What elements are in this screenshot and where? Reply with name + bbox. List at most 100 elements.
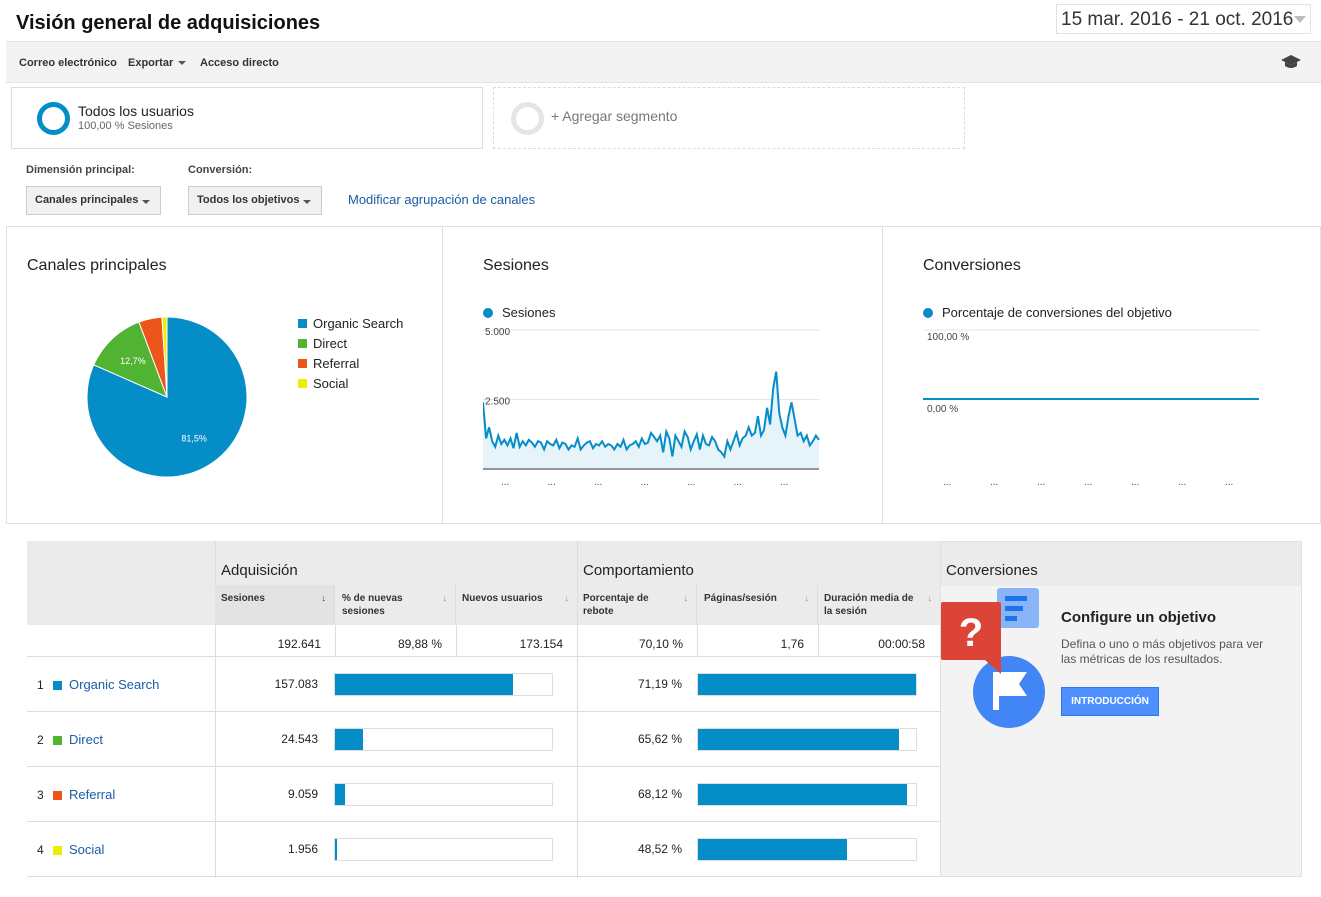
total-new-sessions: 89,88 %	[397, 637, 442, 651]
col-new-sessions[interactable]: % de nuevas sesiones ↓	[335, 585, 456, 625]
legend-label: Referral	[313, 356, 360, 371]
bounce-rate-bar	[697, 783, 917, 806]
chevron-down-icon	[303, 200, 311, 204]
email-button[interactable]: Correo electrónico	[19, 57, 117, 69]
legend-dot	[483, 308, 493, 318]
row-rank: 1	[37, 678, 44, 692]
channel-link[interactable]: Organic Search	[69, 677, 160, 692]
legend-dot	[923, 308, 933, 318]
sort-icon: ↓	[442, 593, 448, 603]
divider	[215, 541, 216, 878]
graduation-cap-icon[interactable]	[1281, 54, 1301, 70]
sort-desc-icon: ↓	[321, 593, 327, 603]
totals-row	[27, 625, 940, 657]
legend-label: Social	[313, 376, 349, 391]
bounce-rate-fill	[698, 839, 847, 860]
page-title: Visión general de adquisiciones	[16, 12, 321, 34]
conversions-header	[941, 542, 1301, 586]
col-pages-label: Páginas/sesión	[704, 593, 777, 604]
sessions-title: Sesiones	[483, 257, 549, 274]
sessions-area	[483, 371, 819, 469]
y-tick-label: 5.000	[485, 327, 510, 338]
col-new-users[interactable]: Nuevos usuarios ↓	[456, 585, 577, 625]
date-range-picker[interactable]: 15 mar. 2016 - 21 oct. 2016	[1056, 4, 1311, 34]
row-bounce: 68,12 %	[637, 787, 682, 801]
legend-swatch	[298, 359, 307, 368]
channels-table: Adquisición Comportamiento Sesiones ↓ % …	[27, 541, 940, 878]
export-label: Exportar	[128, 57, 174, 69]
conversions-line-chart: 100,00 % 0,00 %.....................	[923, 329, 1259, 488]
pie-title: Canales principales	[27, 257, 167, 274]
sessions-share-bar	[334, 838, 553, 861]
legend-label: Direct	[313, 336, 347, 351]
total-new-users: 173.154	[519, 637, 563, 651]
sort-icon: ↓	[804, 593, 810, 603]
channel-link[interactable]: Social	[69, 842, 105, 857]
sessions-area-chart: 5.0002.500........................	[483, 327, 820, 488]
col-bounce[interactable]: Porcentaje de rebote ↓	[577, 585, 697, 625]
sessions-panel: Sesiones Sesiones 5.000 2.500............…	[442, 226, 883, 524]
segment-ring-icon	[37, 102, 70, 135]
pie-slice-direct[interactable]	[93, 321, 168, 398]
col-duration[interactable]: Duración media de la sesión ↓	[818, 585, 940, 625]
col-duration-label: Duración media de la sesión	[824, 593, 914, 617]
col-new-users-label: Nuevos usuarios	[462, 593, 543, 604]
sessions-share-bar	[334, 783, 553, 806]
segment-subtitle: 100,00 % Sesiones	[78, 120, 173, 132]
pie-legend: Organic Search Direct Referral Social	[298, 316, 403, 396]
row-sessions: 24.543	[281, 732, 318, 746]
divider	[335, 625, 336, 657]
conversions-legend: Porcentaje de conversiones del objetivo	[923, 305, 1172, 320]
col-pages[interactable]: Páginas/sesión ↓	[697, 585, 818, 625]
group-behavior: Comportamiento	[583, 562, 694, 579]
sessions-series-line[interactable]	[483, 371, 820, 459]
segment-all-users[interactable]: Todos los usuarios 100,00 % Sesiones	[11, 87, 483, 149]
sessions-share-fill	[335, 729, 363, 750]
sessions-legend-label: Sesiones	[502, 305, 556, 320]
conversion-dropdown[interactable]: Todos los objetivos	[188, 186, 322, 215]
bounce-rate-bar	[697, 673, 917, 696]
row-bounce: 65,62 %	[637, 732, 682, 746]
add-segment-button[interactable]: + Agregar segmento	[493, 87, 965, 149]
total-duration: 00:00:58	[878, 637, 925, 651]
x-tick-label: ...	[1225, 477, 1233, 488]
shortcut-button[interactable]: Acceso directo	[200, 57, 279, 69]
conversions-title: Conversiones	[923, 257, 1021, 274]
introduction-button[interactable]: INTRODUCCIÓN	[1061, 687, 1159, 716]
sort-icon: ↓	[683, 593, 689, 603]
col-sessions[interactable]: Sesiones ↓	[215, 585, 335, 625]
chevron-down-icon	[1294, 16, 1306, 23]
legend-item: Organic Search	[298, 316, 403, 336]
conversion-value: Todos los objetivos	[197, 194, 300, 206]
bounce-rate-fill	[698, 729, 899, 750]
conversions-panel: Conversiones Porcentaje de conversiones …	[882, 226, 1321, 524]
channel-color-swatch	[53, 846, 62, 855]
row-rank: 4	[37, 843, 44, 857]
export-button[interactable]: Exportar	[128, 57, 187, 69]
sort-icon: ↓	[927, 593, 933, 603]
y-tick-label: 2.500	[485, 397, 510, 408]
modify-channel-grouping-link[interactable]: Modificar agrupación de canales	[348, 192, 536, 207]
total-sessions: 192.641	[277, 637, 321, 651]
row-rank: 2	[37, 733, 44, 747]
sessions-legend: Sesiones	[483, 305, 555, 320]
pie-data-label: 81,5%	[181, 434, 207, 444]
legend-item: Referral	[298, 356, 403, 376]
table-header	[27, 541, 940, 625]
sessions-share-bar	[334, 728, 553, 751]
channel-link[interactable]: Direct	[69, 732, 103, 747]
conversions-goal-box: Conversiones ? Configure un objetivo Def…	[940, 541, 1302, 877]
sessions-share-fill	[335, 674, 513, 695]
table-row: 3 Referral 9.059 68,12 %	[27, 767, 940, 822]
x-tick-label: ...	[1178, 477, 1186, 488]
pie-slice-social[interactable]	[161, 316, 168, 398]
channel-color-swatch	[53, 791, 62, 800]
x-tick-label: ...	[1131, 477, 1139, 488]
x-tick-label: ...	[548, 477, 556, 488]
col-new-sessions-label: % de nuevas sesiones	[342, 593, 403, 617]
y-tick-label: 0,00 %	[927, 404, 958, 415]
primary-dimension-dropdown[interactable]: Canales principales	[26, 186, 161, 215]
channel-link[interactable]: Referral	[69, 787, 116, 802]
legend-swatch	[298, 379, 307, 388]
sessions-share-fill	[335, 839, 338, 860]
